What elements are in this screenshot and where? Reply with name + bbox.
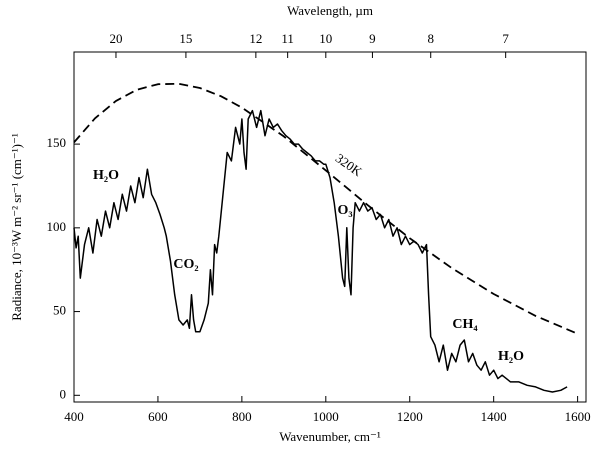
x2-tick-label: 20 — [109, 31, 122, 46]
x2-tick-label: 10 — [319, 31, 332, 46]
y-axis-label: Radiance, 10⁻³W m⁻² sr⁻¹ (cm⁻¹)⁻¹ — [9, 133, 24, 321]
annotation: O₃ — [337, 203, 352, 218]
x2-tick-label: 11 — [281, 31, 294, 46]
x-tick-label: 1600 — [565, 409, 591, 424]
annotation: H₂O — [498, 349, 524, 364]
y-tick-label: 150 — [47, 135, 67, 150]
x2-axis-label: Wavelength, µm — [287, 3, 373, 18]
x-axis-label: Wavenumber, cm⁻¹ — [279, 429, 381, 444]
x2-tick-label: 8 — [427, 31, 434, 46]
x-tick-label: 400 — [64, 409, 84, 424]
x2-tick-label: 15 — [179, 31, 192, 46]
x-tick-label: 1200 — [397, 409, 423, 424]
spectrum-line — [73, 109, 568, 393]
annotation: CO₂ — [173, 257, 198, 272]
annotation: CH₄ — [452, 317, 478, 332]
y-tick-label: 50 — [53, 303, 66, 318]
plot-frame — [73, 51, 587, 403]
x2-tick-label: 9 — [369, 31, 376, 46]
y-tick-label: 100 — [47, 219, 67, 234]
x2-tick-label: 12 — [249, 31, 262, 46]
x2-tick-label: 7 — [502, 31, 509, 46]
blackbody-curve — [73, 82, 578, 335]
x-tick-label: 600 — [148, 409, 168, 424]
annotation: H₂O — [93, 168, 119, 183]
x-tick-label: 800 — [232, 409, 252, 424]
x-tick-label: 1400 — [481, 409, 507, 424]
x-tick-label: 1000 — [313, 409, 339, 424]
y-tick-label: 0 — [60, 386, 67, 401]
